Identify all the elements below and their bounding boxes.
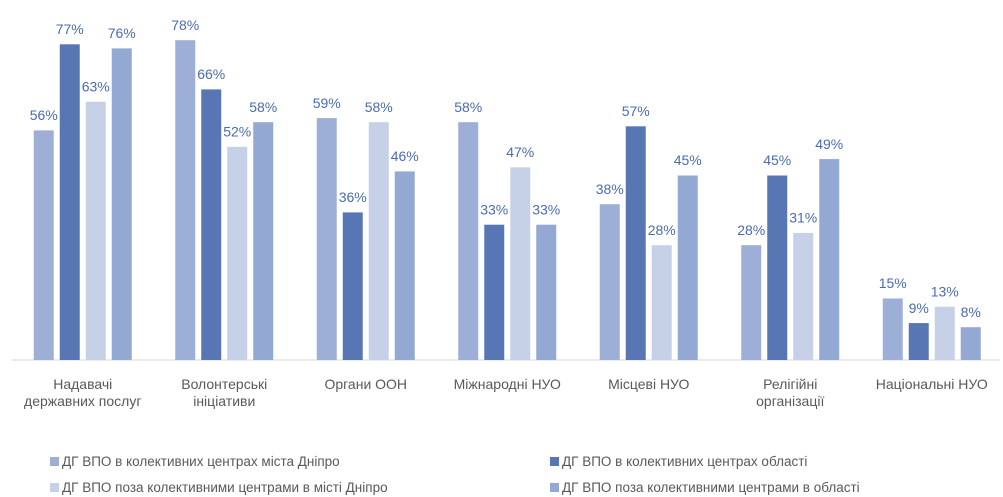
value-label: 45%: [674, 152, 702, 168]
bar: [599, 204, 620, 360]
bar: [882, 298, 903, 360]
bar: [227, 146, 248, 360]
value-label: 28%: [648, 222, 676, 238]
bar: [677, 175, 698, 360]
legend-swatch: [50, 457, 59, 466]
legend-swatch: [550, 483, 559, 492]
legend-label: ДГ ВПО поза колективними центрами в обла…: [562, 480, 860, 495]
x-tick-label: Релігійні організації: [756, 376, 825, 409]
bar: [819, 159, 840, 360]
value-label: 28%: [737, 222, 765, 238]
bar: [651, 245, 672, 360]
x-tick-label: Міжнародні НУО: [453, 376, 561, 392]
x-tick-label: Національні НУО: [875, 376, 988, 392]
value-label: 57%: [622, 103, 650, 119]
value-label: 8%: [961, 304, 981, 320]
x-tick-label: Надавачі державних послуг: [24, 376, 142, 409]
value-label: 66%: [197, 66, 225, 82]
legend-item: ДГ ВПО в колективних центрах міста Дніпр…: [50, 454, 340, 469]
bar: [33, 130, 54, 360]
legend-label: ДГ ВПО поза колективними центрами в міст…: [62, 480, 388, 495]
legend-item: ДГ ВПО в колективних центрах області: [550, 454, 807, 469]
value-label: 47%: [506, 144, 534, 160]
bar: [201, 89, 222, 361]
legend-swatch: [50, 483, 59, 492]
value-label: 38%: [596, 181, 624, 197]
value-label: 15%: [879, 275, 907, 291]
bar: [59, 44, 80, 361]
value-label: 59%: [313, 95, 341, 111]
legend-label: ДГ ВПО в колективних центрах області: [562, 454, 808, 469]
value-label: 33%: [480, 201, 508, 217]
legend-label: ДГ ВПО в колективних центрах міста Дніпр…: [62, 454, 340, 469]
value-label: 76%: [108, 25, 136, 41]
value-label: 58%: [365, 99, 393, 115]
bar: [111, 48, 132, 361]
value-label: 58%: [454, 99, 482, 115]
bar: [253, 122, 274, 360]
value-label: 77%: [56, 21, 84, 37]
legend-swatch: [550, 457, 559, 466]
value-label: 63%: [82, 78, 110, 94]
value-label: 46%: [391, 148, 419, 164]
bar: [458, 122, 479, 360]
bar: [960, 327, 981, 360]
bar: [934, 306, 955, 360]
x-tick-label: Місцеві НУО: [608, 376, 690, 392]
value-label: 31%: [789, 210, 817, 226]
bar: [625, 126, 646, 360]
bar: [510, 167, 531, 360]
value-label: 78%: [171, 17, 199, 33]
bar: [484, 224, 505, 360]
legend-item: ДГ ВПО поза колективними центрами в обла…: [550, 480, 860, 495]
value-label: 49%: [815, 136, 843, 152]
bar: [741, 245, 762, 360]
x-tick-label: Органи ООН: [324, 376, 408, 392]
legend-item: ДГ ВПО поза колективними центрами в міст…: [50, 480, 388, 495]
bar: [316, 118, 337, 360]
bar: [394, 171, 415, 360]
bar: [767, 175, 788, 360]
bar: [368, 122, 389, 360]
bar: [908, 323, 929, 360]
value-label: 52%: [223, 124, 251, 140]
bar: [342, 212, 363, 360]
value-label: 36%: [339, 189, 367, 205]
bar: [793, 232, 814, 360]
bar: [175, 40, 196, 360]
value-label: 9%: [909, 300, 929, 316]
value-label: 58%: [249, 99, 277, 115]
value-label: 45%: [763, 152, 791, 168]
bar: [85, 101, 106, 360]
value-label: 33%: [532, 201, 560, 217]
x-tick-label: Волонтерські ініціативи: [181, 376, 268, 409]
value-label: 56%: [30, 107, 58, 123]
value-label: 13%: [931, 283, 959, 299]
bar: [536, 224, 557, 360]
